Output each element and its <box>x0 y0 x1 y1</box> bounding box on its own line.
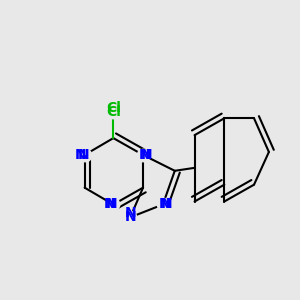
Text: N: N <box>124 206 136 220</box>
Text: N: N <box>159 197 170 212</box>
Text: Cl: Cl <box>106 101 121 116</box>
Text: N: N <box>104 197 115 212</box>
Text: N: N <box>75 148 87 162</box>
Text: N: N <box>139 148 150 162</box>
Text: N: N <box>124 210 136 224</box>
Text: N: N <box>77 148 89 162</box>
Text: N: N <box>141 148 153 162</box>
Text: N: N <box>106 197 118 212</box>
Text: N: N <box>161 197 172 212</box>
Text: Cl: Cl <box>106 105 121 119</box>
